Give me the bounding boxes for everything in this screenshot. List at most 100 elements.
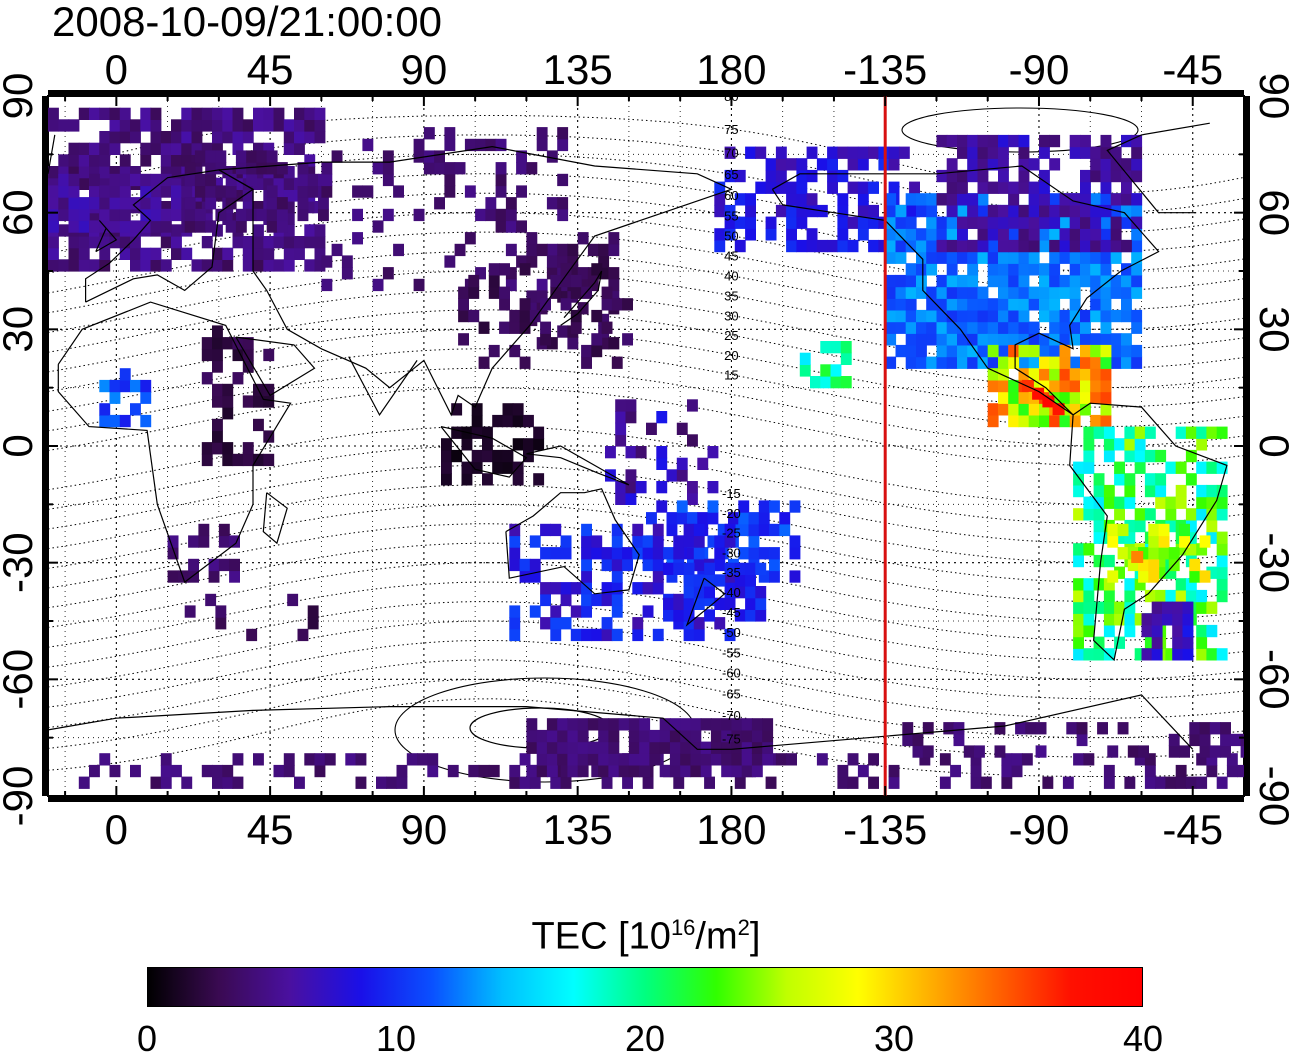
- tec-cell: [557, 127, 569, 140]
- tec-cell: [714, 574, 726, 587]
- tec-cell: [273, 177, 285, 190]
- tec-cell: [751, 729, 763, 743]
- tec-cell: [615, 492, 627, 505]
- tec-cell: [1131, 356, 1143, 369]
- tec-cell: [382, 173, 394, 187]
- tec-cell: [242, 453, 254, 467]
- tec-cell: [1172, 648, 1184, 661]
- tec-cell: [652, 570, 664, 583]
- tec-cell: [1049, 228, 1061, 241]
- tec-cell: [970, 776, 982, 789]
- tec-cell: [758, 500, 770, 513]
- tec-cell: [242, 348, 254, 362]
- tec-cell: [1093, 426, 1105, 439]
- tec-cell: [212, 142, 223, 155]
- tec-cell: [581, 523, 592, 537]
- tec-cell: [1110, 344, 1122, 358]
- tec-cell: [171, 142, 182, 155]
- tec-cell: [639, 729, 651, 743]
- tec-cell: [205, 162, 217, 175]
- tec-cell: [690, 729, 702, 743]
- tec-cell: [1151, 613, 1163, 626]
- tec-cell: [697, 512, 709, 525]
- tec-cell: [307, 173, 319, 187]
- y-tick-label-left: 30: [0, 306, 41, 353]
- tec-cell: [957, 181, 968, 194]
- tec-cell: [1028, 228, 1040, 241]
- tec-cell: [598, 753, 610, 766]
- tec-cell: [946, 216, 958, 229]
- tec-cell: [1073, 473, 1084, 486]
- tec-cell: [232, 453, 244, 467]
- tec-cell: [642, 535, 654, 548]
- tec-cell: [868, 239, 879, 253]
- tec-cell: [1100, 181, 1112, 194]
- tec-cell: [1008, 321, 1020, 334]
- tec-cell: [48, 220, 59, 233]
- tec-cell: [372, 162, 384, 175]
- tec-cell: [1103, 624, 1115, 638]
- tec-cell: [294, 236, 305, 249]
- tec-cell: [413, 138, 425, 152]
- tec-cell: [509, 605, 521, 618]
- tec-cell: [741, 729, 753, 743]
- tec-cell: [765, 216, 777, 229]
- tec-cell: [796, 181, 808, 194]
- tec-cell: [1069, 414, 1081, 428]
- tec-cell: [1124, 484, 1136, 498]
- tec-cell: [314, 224, 326, 237]
- tec-cell: [89, 764, 100, 778]
- tec-cell: [987, 368, 999, 381]
- tec-cell: [957, 298, 968, 311]
- tec-cell: [171, 764, 182, 778]
- tec-cell: [1199, 535, 1211, 548]
- tec-cell: [1018, 216, 1030, 229]
- tec-cell: [1216, 589, 1228, 603]
- tec-cell: [888, 146, 900, 159]
- tec-cell: [704, 586, 715, 599]
- tec-cell: [560, 776, 572, 789]
- tec-cell: [656, 446, 668, 459]
- tec-cell: [1028, 181, 1040, 194]
- tec-cell: [1103, 554, 1115, 568]
- tec-cell: [550, 605, 562, 618]
- tec-cell: [1175, 578, 1187, 591]
- tec-cell: [1083, 543, 1095, 556]
- tec-cell: [1018, 274, 1030, 288]
- tec-cell: [1151, 636, 1163, 649]
- tec-cell: [745, 597, 756, 610]
- tec-cell: [492, 414, 504, 428]
- contour-line: [48, 581, 1244, 661]
- tec-cell: [1172, 613, 1184, 626]
- tec-map: 8075706560555045403530252015-15-20-25-30…: [0, 46, 1292, 853]
- tec-cell: [1090, 251, 1102, 264]
- coastline: [262, 492, 288, 545]
- colorbar-tick-label: 30: [873, 1018, 915, 1059]
- tec-cell: [321, 162, 333, 175]
- tec-cell: [1124, 589, 1136, 603]
- tec-cell: [471, 403, 483, 416]
- tec-cell: [669, 764, 681, 778]
- tec-cell: [1018, 169, 1030, 183]
- tec-cell: [649, 753, 661, 766]
- tec-cell: [150, 197, 162, 210]
- tec-cell: [905, 239, 917, 253]
- tec-cell: [540, 547, 551, 560]
- tec-cell: [215, 605, 227, 618]
- tec-cell: [724, 562, 736, 575]
- tec-cell: [683, 574, 695, 587]
- tec-cell: [1090, 228, 1102, 241]
- tec-cell: [533, 438, 545, 451]
- tec-cell: [1144, 473, 1156, 486]
- tec-cell: [1011, 753, 1023, 766]
- tec-cell: [943, 722, 955, 735]
- tec-cell: [222, 453, 234, 467]
- tec-cell: [191, 259, 203, 272]
- tec-cell: [1158, 523, 1170, 537]
- tec-cell: [731, 741, 743, 754]
- tec-cell: [509, 617, 521, 630]
- tec-cell: [140, 185, 152, 198]
- map-title: 2008-10-09/21:00:00: [52, 0, 442, 45]
- x-tick-label-top: -135: [843, 46, 927, 93]
- tec-cell: [642, 605, 654, 618]
